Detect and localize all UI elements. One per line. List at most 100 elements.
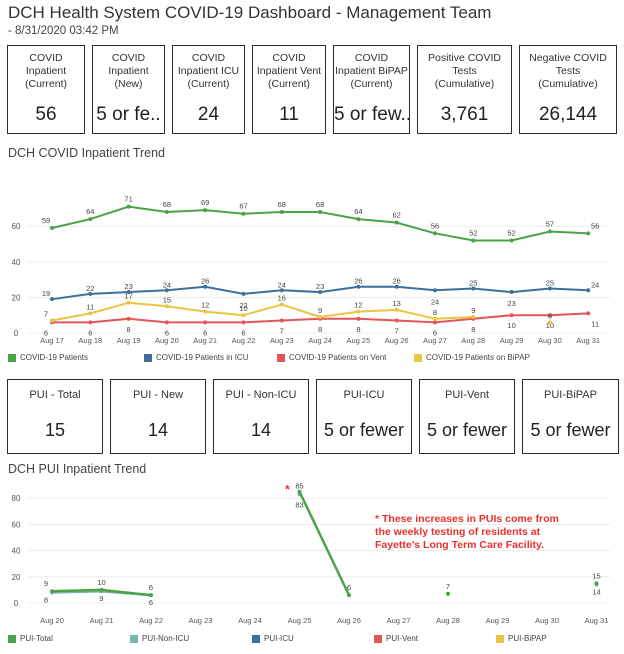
kpi-pui-icu[interactable]: PUI-ICU 5 or fewer [316, 379, 412, 454]
data-label: 56 [591, 221, 599, 230]
data-label: 8 [356, 325, 360, 334]
annotation-line: the weekly testing of residents at [375, 526, 541, 538]
data-point [471, 286, 476, 291]
legend-swatch [414, 353, 422, 362]
data-label: 22 [239, 301, 247, 310]
data-point [50, 318, 54, 323]
x-tick-label: Aug 30 [535, 616, 559, 625]
kpi-covid-inpatient-current[interactable]: COVID Inpatient (Current) 56 [7, 45, 85, 134]
pui-trend-legend: PUI-Total PUI-Non-ICU PUI-ICU PUI-Vent P… [8, 634, 547, 643]
legend-label: COVID-19 Patients on Vent [289, 353, 387, 362]
legend-item-pui-vent[interactable]: PUI-Vent [374, 634, 496, 643]
kpi-covid-inpatient-vent[interactable]: COVID Inpatient Vent (Current) 11 [252, 45, 326, 134]
kpi-pui-new[interactable]: PUI - New 14 [110, 379, 206, 454]
kpi-value: 14 [250, 420, 272, 440]
data-label: 19 [42, 289, 50, 298]
kpi-pui-bipap[interactable]: PUI-BiPAP 5 or fewer [522, 379, 619, 454]
covid-inpatient-trend-chart: 0 20 40 60 Aug 17 Aug 18 Aug 19 Aug 20 Aug 21 Aug… [12, 195, 610, 345]
data-label: 7 [280, 327, 284, 336]
legend-item-covid-vent[interactable]: COVID-19 Patients on Vent [277, 353, 414, 362]
legend-item-covid-bipap[interactable]: COVID-19 Patients on BiPAP [414, 353, 530, 362]
kpi-label: COVID Inpatient Vent (Current) [256, 52, 322, 90]
data-point [203, 320, 208, 325]
data-point [164, 209, 169, 214]
kpi-pui-vent[interactable]: PUI-Vent 5 or fewer [419, 379, 515, 454]
data-label: 69 [201, 198, 209, 207]
data-label: 6 [44, 328, 48, 337]
kpi-negative-tests[interactable]: Negative COVID Tests (Cumulative) 26,144 [519, 45, 617, 134]
data-point [586, 311, 591, 316]
x-tick-label: Aug 26 [337, 616, 361, 625]
y-tick-label: 20 [12, 573, 21, 582]
kpi-value: 3,761 [440, 104, 489, 125]
legend-label: PUI-BiPAP [508, 634, 547, 643]
legend-item-covid-icu[interactable]: COVID-19 Patients in ICU [144, 353, 277, 362]
kpi-value: 14 [147, 420, 169, 440]
x-tick-label: Aug 29 [486, 616, 510, 625]
data-point [297, 489, 302, 494]
data-label: 11 [86, 302, 94, 311]
data-point [241, 320, 246, 325]
data-label: 22 [86, 284, 94, 293]
kpi-label: PUI - Non-ICU [225, 389, 297, 401]
kpi-covid-inpatient-new[interactable]: COVID Inpatient (New) 5 or fe.. [92, 45, 165, 134]
data-label: 59 [42, 216, 50, 225]
x-tick-label: Aug 24 [238, 616, 262, 625]
data-label: 24 [591, 280, 599, 289]
data-point [509, 290, 514, 295]
data-label: 6 [165, 328, 169, 337]
kpi-covid-inpatient-icu[interactable]: COVID Inpatient ICU (Current) 24 [172, 45, 245, 134]
y-tick-label: 0 [14, 599, 19, 608]
x-tick-label: Aug 25 [288, 616, 312, 625]
data-label: 7 [44, 310, 48, 319]
kpi-pui-total[interactable]: PUI - Total 15 [7, 379, 103, 454]
data-point [347, 593, 351, 598]
data-point [318, 290, 323, 295]
kpi-value: 5 or fewer [323, 420, 405, 440]
kpi-label: Positive COVID Tests (Cumulative) [428, 52, 501, 90]
legend-item-pui-bipap[interactable]: PUI-BiPAP [496, 634, 547, 643]
legend-item-pui-non-icu[interactable]: PUI-Non-ICU [130, 634, 252, 643]
x-tick-label: Aug 19 [117, 336, 141, 345]
data-point [446, 591, 450, 596]
data-label: 9 [318, 306, 322, 315]
data-point [433, 288, 437, 293]
data-label: 25 [546, 279, 554, 288]
data-label: 24 [278, 280, 286, 289]
legend-label: PUI-Total [20, 634, 53, 643]
kpi-covid-inpatient-bipap[interactable]: COVID Inpatient BiPAP (Current) 5 or few… [333, 45, 410, 134]
data-point [241, 313, 246, 318]
kpi-value: 56 [35, 104, 57, 125]
data-label: 83 [295, 500, 303, 509]
legend-label: PUI-ICU [264, 634, 294, 643]
legend-label: COVID-19 Patients [20, 353, 89, 362]
data-point [50, 589, 54, 594]
legend-item-pui-total[interactable]: PUI-Total [8, 634, 130, 643]
legend-swatch [8, 353, 16, 362]
x-tick-label: Aug 31 [585, 616, 609, 625]
data-label: 68 [163, 200, 171, 209]
data-point [547, 229, 552, 234]
x-tick-label: Aug 28 [461, 336, 485, 345]
kpi-pui-non-icu[interactable]: PUI - Non-ICU 14 [213, 379, 309, 454]
data-point [88, 311, 93, 316]
data-point [586, 231, 591, 236]
x-tick-label: Aug 25 [347, 336, 371, 345]
legend-item-covid-patients[interactable]: COVID-19 Patients [8, 353, 144, 362]
data-point [471, 314, 476, 319]
data-point [586, 288, 591, 293]
data-label: 17 [124, 292, 132, 301]
data-point [279, 302, 284, 307]
data-label: 64 [86, 207, 94, 216]
data-point [318, 209, 323, 214]
kpi-positive-tests[interactable]: Positive COVID Tests (Cumulative) 3,761 [417, 45, 512, 134]
data-label: 64 [354, 207, 362, 216]
kpi-value: 24 [197, 104, 220, 125]
legend-item-pui-icu[interactable]: PUI-ICU [252, 634, 374, 643]
covid-trend-legend: COVID-19 Patients COVID-19 Patients in I… [8, 353, 530, 362]
y-tick-label: 60 [12, 520, 21, 529]
data-point [394, 307, 399, 312]
data-label: 8 [433, 308, 437, 317]
data-point [50, 225, 54, 230]
data-point [126, 300, 131, 305]
